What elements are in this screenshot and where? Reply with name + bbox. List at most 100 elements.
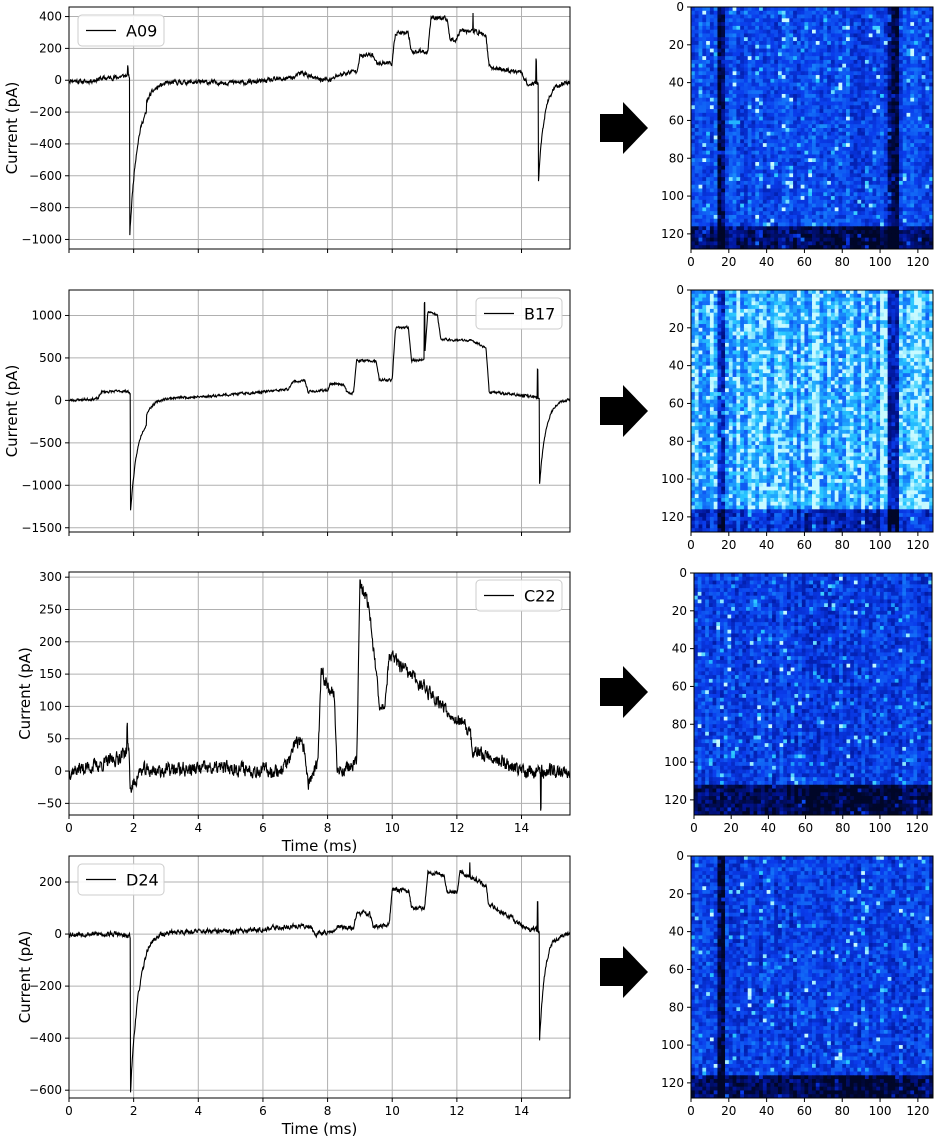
- heatmap-cell: [728, 150, 733, 155]
- heatmap-cell: [759, 312, 764, 317]
- heatmap-cell: [691, 75, 696, 80]
- heatmap-cell: [853, 33, 858, 38]
- heatmap-cell: [898, 320, 904, 325]
- heatmap-cell: [861, 44, 866, 49]
- heatmap-cell: [706, 180, 711, 186]
- heatmap-cell: [895, 214, 900, 220]
- heatmap-cell: [717, 131, 722, 136]
- heatmap-cell: [876, 109, 881, 114]
- heatmap-cell: [751, 86, 756, 91]
- heatmap-cell: [827, 199, 832, 205]
- heatmap-cell: [713, 165, 718, 170]
- heatmap-cell: [891, 245, 896, 250]
- heatmap-cell: [762, 192, 768, 197]
- heatmap-cell: [861, 211, 866, 216]
- heatmap-cell: [781, 135, 786, 140]
- heatmap-cell: [804, 48, 809, 53]
- heatmap-cell: [842, 308, 847, 314]
- heatmap-cell: [717, 44, 722, 49]
- heatmap-cell: [880, 297, 885, 302]
- heatmap-cell: [789, 316, 794, 321]
- heatmap-cell: [743, 67, 749, 72]
- heatmap-cell: [887, 154, 892, 159]
- heatmap-cell: [789, 188, 794, 193]
- heatmap-cell: [849, 188, 854, 193]
- heatmap-cell: [725, 10, 730, 15]
- heatmap-cell: [921, 320, 926, 325]
- heatmap-cell: [853, 10, 858, 15]
- heatmap-cell: [785, 192, 790, 197]
- heatmap-cell: [819, 305, 824, 310]
- heatmap-cell: [777, 188, 783, 193]
- heatmap-cell: [785, 75, 790, 80]
- heatmap-cell: [880, 222, 885, 227]
- heatmap-cell: [732, 196, 737, 201]
- heatmap-cell: [846, 59, 851, 65]
- heatmap-cell: [755, 90, 760, 95]
- heatmap-cell: [849, 312, 854, 317]
- heatmap-cell: [691, 93, 696, 99]
- heatmap-cell: [823, 192, 828, 197]
- heatmap-cell: [925, 109, 930, 114]
- heatmap-cell: [808, 301, 813, 306]
- heatmap-cell: [815, 90, 820, 95]
- heatmap-cell: [914, 128, 919, 133]
- heatmap-cell: [849, 316, 854, 321]
- heatmap-cell: [887, 290, 892, 295]
- heatmap-cell: [925, 56, 930, 61]
- heatmap-cell: [747, 44, 752, 49]
- heatmap-cell: [898, 184, 904, 189]
- heatmap-cell: [691, 165, 696, 170]
- heatmap-cell: [796, 56, 802, 61]
- heatmap-cell: [815, 33, 820, 38]
- heatmap-cell: [713, 169, 718, 174]
- heatmap-cell: [864, 165, 870, 170]
- heatmap-cell: [766, 245, 771, 250]
- heatmap-cell: [864, 63, 870, 68]
- heatmap-cell: [812, 301, 817, 306]
- heatmap-cell: [823, 22, 828, 27]
- heatmap-cell: [868, 139, 873, 144]
- heatmap-cell: [914, 143, 919, 148]
- heatmap-cell: [804, 101, 809, 106]
- heatmap-cell: [728, 169, 733, 174]
- heatmap-cell: [732, 56, 737, 61]
- heatmap-cell: [770, 203, 775, 208]
- heatmap-cell: [789, 33, 794, 38]
- heatmap-cell: [777, 146, 783, 152]
- heatmap-cell: [902, 308, 907, 314]
- heatmap-cell: [789, 308, 794, 314]
- heatmap-cell: [812, 101, 817, 106]
- heatmap-cell: [902, 305, 907, 310]
- heatmap-cell: [770, 116, 775, 121]
- heatmap-cell: [887, 214, 892, 220]
- heatmap-cell: [834, 41, 839, 46]
- heatmap-cell: [898, 177, 904, 182]
- heatmap-cell: [891, 237, 896, 242]
- heatmap-cell: [819, 207, 824, 212]
- heatmap-cell: [910, 245, 915, 250]
- heatmap-cell: [702, 305, 707, 310]
- heatmap-cell: [846, 109, 851, 114]
- heatmap-cell: [929, 233, 934, 239]
- heatmap-cell: [732, 18, 737, 23]
- heatmap-cell: [793, 203, 798, 208]
- heatmap-cell: [925, 22, 930, 27]
- heatmap-cell: [766, 211, 771, 216]
- heatmap-cell: [842, 222, 847, 227]
- heatmap-cell: [929, 180, 934, 186]
- heatmap-cell: [736, 120, 741, 125]
- heatmap-cell: [747, 120, 752, 125]
- heatmap-cell: [785, 14, 790, 19]
- heatmap-cell: [770, 158, 775, 163]
- heatmap-cell: [709, 67, 715, 72]
- heatmap-cell: [914, 169, 919, 174]
- heatmap-cell: [800, 25, 805, 31]
- heatmap-cell: [819, 120, 824, 125]
- heatmap-cell: [876, 237, 881, 242]
- heatmap-cell: [823, 146, 828, 152]
- heatmap-cell: [728, 241, 733, 246]
- heatmap-cell: [815, 86, 820, 91]
- heatmap-cell: [834, 301, 839, 306]
- heatmap-cell: [898, 128, 904, 133]
